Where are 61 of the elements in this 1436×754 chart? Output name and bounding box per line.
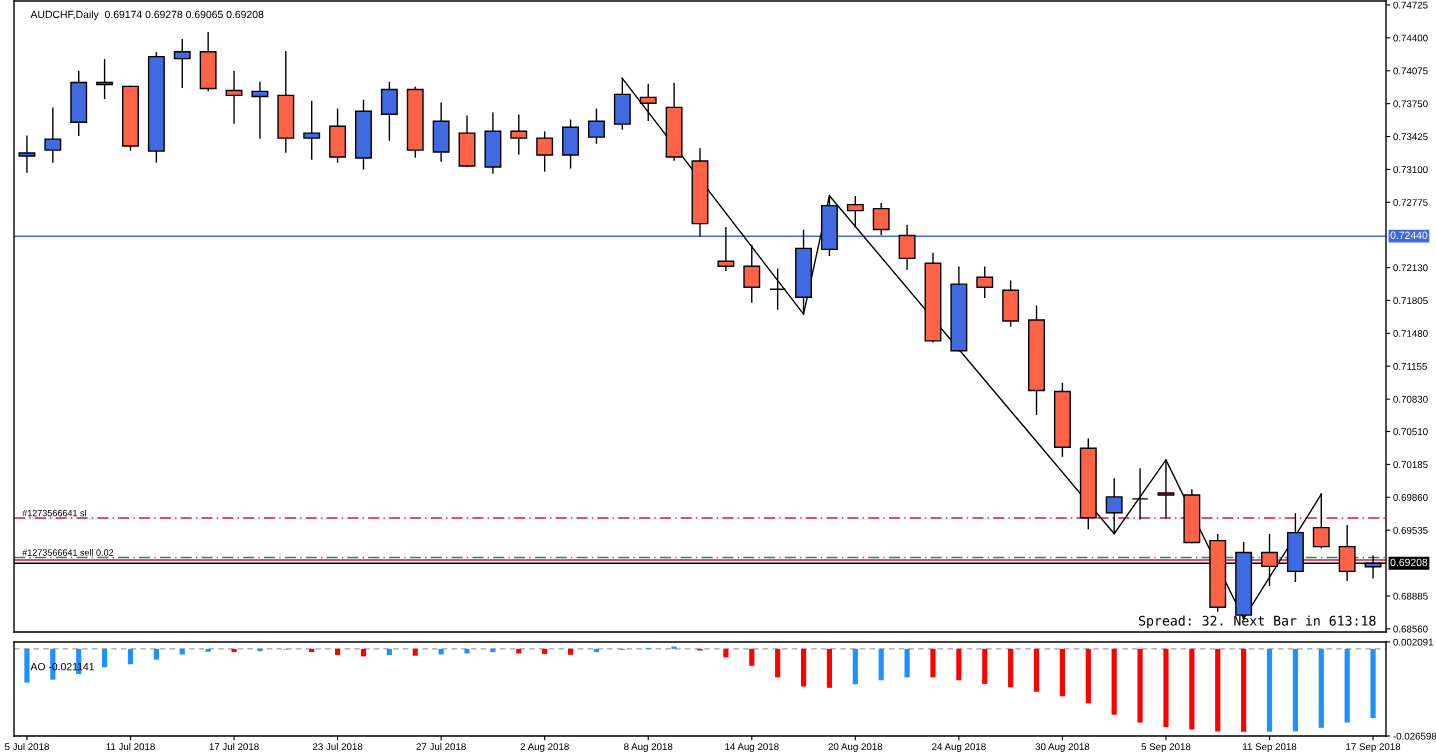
candlestick: [898, 224, 916, 270]
x-tick-label: 8 Aug 2018: [624, 743, 673, 753]
candlestick: [44, 107, 62, 163]
y-tick-label: 0.68885: [1393, 592, 1428, 600]
candlestick: [303, 100, 321, 160]
ref-line-label: 0.69208: [1390, 558, 1428, 567]
candlestick: [846, 196, 864, 228]
y-tick-label: 0.73100: [1393, 166, 1428, 174]
y-tick-label: 0.69535: [1393, 526, 1428, 534]
annotation: Spread: 32. Next Bar in 613:18: [1138, 615, 1376, 629]
candlestick: [96, 58, 114, 100]
x-tick-label: 11 Jul 2018: [106, 742, 155, 751]
x-tick-label: 23 Jul 2018: [312, 742, 363, 751]
candlestick: [1105, 478, 1123, 535]
x-tick-label: 5 Jul 2018: [4, 742, 49, 751]
x-tick-label: 17 Sep 2018: [1346, 743, 1401, 753]
x-tick-label: 17 Jul 2018: [209, 742, 259, 751]
y-tick-label: 0.74725: [1393, 1, 1428, 9]
candlestick: [251, 81, 269, 139]
candlestick: [510, 114, 528, 155]
ref-line-label: 0.72440: [1390, 231, 1428, 239]
candlestick: [743, 244, 761, 303]
candlestick: [639, 83, 657, 121]
candlestick: [536, 131, 554, 172]
y-tick-label: 0.72775: [1393, 199, 1428, 206]
ref-line-label: #1273566641 sl: [22, 509, 86, 517]
candlestick: [587, 108, 605, 144]
candlestick: [1131, 468, 1149, 520]
candlestick: [225, 70, 243, 124]
x-tick-label: 24 Aug 2018: [932, 743, 986, 753]
y-tick-label: 0.70510: [1393, 428, 1428, 436]
candlestick: [717, 226, 735, 271]
x-tick-label: 5 Sep 2018: [1141, 743, 1191, 753]
y-tick-label: 0.002091: [1393, 638, 1434, 646]
y-tick-label: 0.73425: [1393, 133, 1428, 141]
candlestick: [1157, 459, 1175, 519]
candlestick: [872, 203, 890, 236]
ref-line-label: #1273566641 sell 0.02: [22, 549, 114, 556]
y-tick-label: 0.71805: [1393, 297, 1428, 305]
y-tick-label: 0.68560: [1393, 625, 1428, 633]
x-tick-label: 14 Aug 2018: [725, 743, 779, 753]
y-tick-label: 0.71480: [1393, 330, 1428, 337]
y-tick-label: 0.74400: [1393, 34, 1428, 42]
y-tick-label: 0.73750: [1393, 100, 1428, 108]
y-tick-label: 0.74075: [1393, 67, 1428, 75]
y-tick-label: 0.70185: [1393, 461, 1428, 469]
candlestick: [173, 39, 191, 89]
y-tick-label: 0.72130: [1393, 264, 1428, 272]
x-tick-label: 11 Sep 2018: [1243, 743, 1297, 753]
y-tick-label: -0.026598: [1393, 732, 1436, 740]
y-tick-label: 0.69860: [1393, 494, 1428, 501]
candlestick: [18, 135, 36, 173]
y-tick-label: 0.70830: [1393, 395, 1428, 403]
x-tick-label: 27 Jul 2018: [416, 742, 466, 751]
x-tick-label: 30 Aug 2018: [1035, 743, 1090, 753]
candlestick: [976, 266, 994, 298]
text: AUDCHF,Daily 0.69174 0.69278 0.69065 0.69208: [30, 10, 264, 21]
x-tick-label: 2 Aug 2018: [520, 743, 569, 753]
y-tick-label: 0.71155: [1393, 362, 1427, 370]
candlestick: [769, 268, 787, 310]
x-tick-label: 20 Aug 2018: [828, 743, 883, 753]
